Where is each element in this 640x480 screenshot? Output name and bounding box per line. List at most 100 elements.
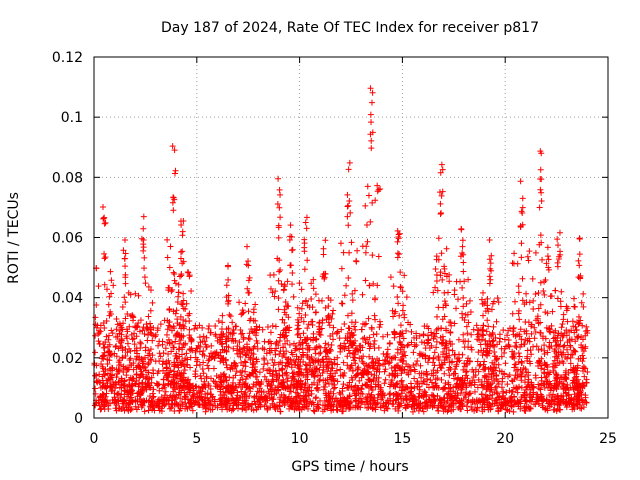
data-point xyxy=(441,398,448,405)
data-point xyxy=(496,331,503,338)
data-point xyxy=(346,198,353,205)
data-point xyxy=(220,378,227,385)
data-point xyxy=(257,394,264,401)
data-point xyxy=(511,250,518,257)
data-point xyxy=(275,277,282,284)
data-point xyxy=(101,220,108,227)
data-point xyxy=(431,349,438,356)
data-point xyxy=(116,367,123,374)
data-point xyxy=(96,340,103,347)
data-point xyxy=(223,361,230,368)
x-axis-label: GPS time / hours xyxy=(291,459,408,475)
data-point xyxy=(225,388,232,395)
data-point xyxy=(381,368,388,375)
data-point xyxy=(113,326,120,333)
y-axis-label: ROTI / TECUs xyxy=(6,192,22,284)
data-point xyxy=(137,339,144,346)
data-point xyxy=(226,374,233,381)
data-point xyxy=(563,398,570,405)
data-point xyxy=(471,407,478,414)
data-point xyxy=(100,380,107,387)
data-point xyxy=(149,337,156,344)
data-point xyxy=(492,367,499,374)
data-point xyxy=(536,204,543,211)
data-point xyxy=(150,370,157,377)
data-point xyxy=(242,351,249,358)
data-point xyxy=(233,401,240,408)
data-point xyxy=(308,295,315,302)
data-point xyxy=(542,405,549,412)
data-point xyxy=(523,398,530,405)
data-point xyxy=(162,388,169,395)
data-point xyxy=(359,382,366,389)
data-point xyxy=(97,328,104,335)
data-point xyxy=(280,392,287,399)
data-point xyxy=(405,319,412,326)
data-point xyxy=(345,222,352,229)
data-point xyxy=(368,394,375,401)
data-point xyxy=(166,305,173,312)
y-tick-label: 0.04 xyxy=(52,291,83,307)
data-point xyxy=(242,389,249,396)
data-point xyxy=(560,311,567,318)
data-point xyxy=(451,287,458,294)
data-point xyxy=(180,258,187,265)
data-point xyxy=(438,397,445,404)
data-point xyxy=(165,351,172,358)
data-point xyxy=(122,315,129,322)
data-point xyxy=(424,332,431,339)
data-point xyxy=(501,336,508,343)
data-point xyxy=(371,296,378,303)
data-point xyxy=(370,331,377,338)
data-point xyxy=(571,303,578,310)
data-point xyxy=(180,317,187,324)
data-point xyxy=(337,240,344,247)
data-point xyxy=(546,392,553,399)
data-point xyxy=(538,189,545,196)
data-point xyxy=(170,368,177,375)
data-point xyxy=(136,374,143,381)
data-point xyxy=(347,209,354,216)
data-point xyxy=(368,119,375,126)
data-point xyxy=(463,360,470,367)
data-point xyxy=(256,369,263,376)
data-point xyxy=(231,359,238,366)
data-point xyxy=(165,381,172,388)
data-point xyxy=(164,254,171,261)
data-point xyxy=(504,381,511,388)
data-point xyxy=(363,398,370,405)
data-point xyxy=(325,380,332,387)
data-point xyxy=(366,282,373,289)
data-point xyxy=(109,372,116,379)
data-point xyxy=(334,329,341,336)
data-point xyxy=(196,348,203,355)
data-point xyxy=(208,342,215,349)
data-point xyxy=(571,347,578,354)
data-point xyxy=(578,405,585,412)
data-point xyxy=(141,274,148,281)
x-tick-label: 15 xyxy=(393,431,411,447)
data-point xyxy=(197,339,204,346)
data-point xyxy=(384,354,391,361)
data-point xyxy=(184,361,191,368)
data-point xyxy=(356,342,363,349)
data-point xyxy=(486,236,493,243)
data-point xyxy=(510,324,517,331)
data-point xyxy=(279,399,286,406)
data-point xyxy=(345,399,352,406)
data-point xyxy=(92,372,99,379)
data-point xyxy=(212,331,219,338)
data-point xyxy=(142,364,149,371)
data-point xyxy=(479,352,486,359)
data-point xyxy=(351,357,358,364)
data-point xyxy=(352,326,359,333)
data-point xyxy=(459,243,466,250)
data-point xyxy=(401,311,408,318)
data-point xyxy=(274,200,281,207)
data-point xyxy=(188,288,195,295)
data-point xyxy=(196,361,203,368)
data-point xyxy=(172,167,179,174)
data-point xyxy=(230,327,237,334)
data-point xyxy=(107,268,114,275)
data-point xyxy=(518,240,525,247)
